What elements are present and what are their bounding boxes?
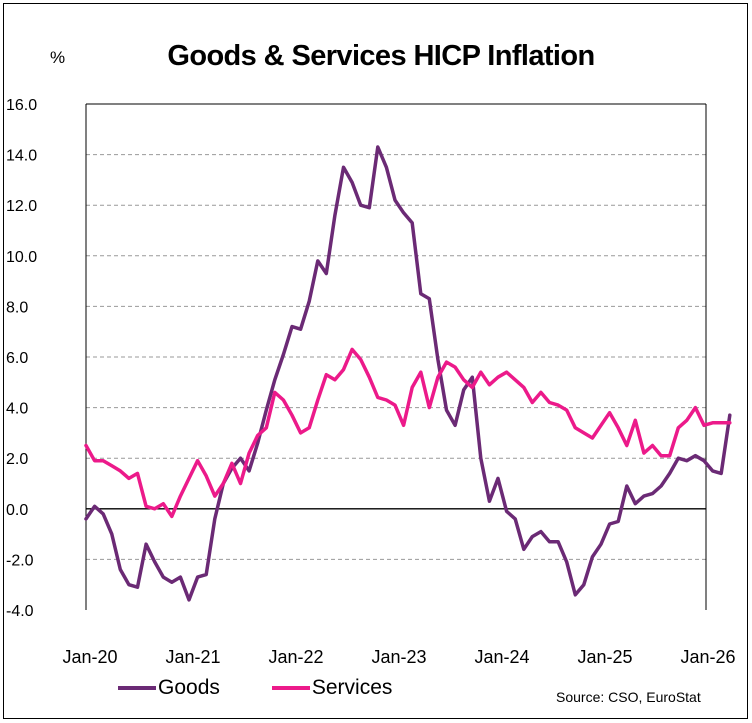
y-tick-label: 16.0 — [6, 97, 37, 114]
legend-item-services: Services — [271, 676, 393, 700]
chart-frame — [3, 3, 748, 719]
y-tick-label: 10.0 — [6, 249, 37, 266]
series-line-goods — [84, 145, 732, 602]
legend-swatch-services — [271, 686, 310, 690]
series-line-services — [84, 347, 732, 519]
x-tick-label: Jan-26 — [680, 647, 735, 667]
y-tick-label: 12.0 — [6, 198, 37, 215]
legend-label-services: Services — [311, 676, 393, 699]
legend-item-goods: Goods — [118, 676, 220, 700]
x-tick-label: Jan-25 — [577, 647, 632, 667]
legend-swatch-goods — [118, 686, 156, 690]
x-tick-label: Jan-23 — [371, 647, 426, 667]
y-tick-label: 6.0 — [6, 350, 28, 367]
x-tick-label: Jan-20 — [62, 647, 117, 667]
source-note: Source: CSO, EuroStat — [556, 689, 701, 705]
y-tick-label: -2.0 — [6, 552, 34, 569]
x-tick-label: Jan-21 — [165, 647, 220, 667]
y-tick-label: 14.0 — [6, 148, 37, 165]
chart-title: Goods & Services HICP Inflation — [167, 40, 595, 72]
y-unit-label: % — [50, 48, 66, 67]
y-tick-label: 8.0 — [6, 299, 28, 316]
legend: Goods Services — [118, 676, 444, 700]
y-tick-label: 0.0 — [6, 502, 28, 519]
x-tick-label: Jan-22 — [268, 647, 323, 667]
y-tick-label: 2.0 — [6, 451, 28, 468]
y-tick-label: -4.0 — [6, 603, 34, 620]
x-tick-label: Jan-24 — [474, 647, 529, 667]
legend-label-goods: Goods — [158, 676, 220, 699]
y-tick-label: 4.0 — [6, 401, 28, 418]
